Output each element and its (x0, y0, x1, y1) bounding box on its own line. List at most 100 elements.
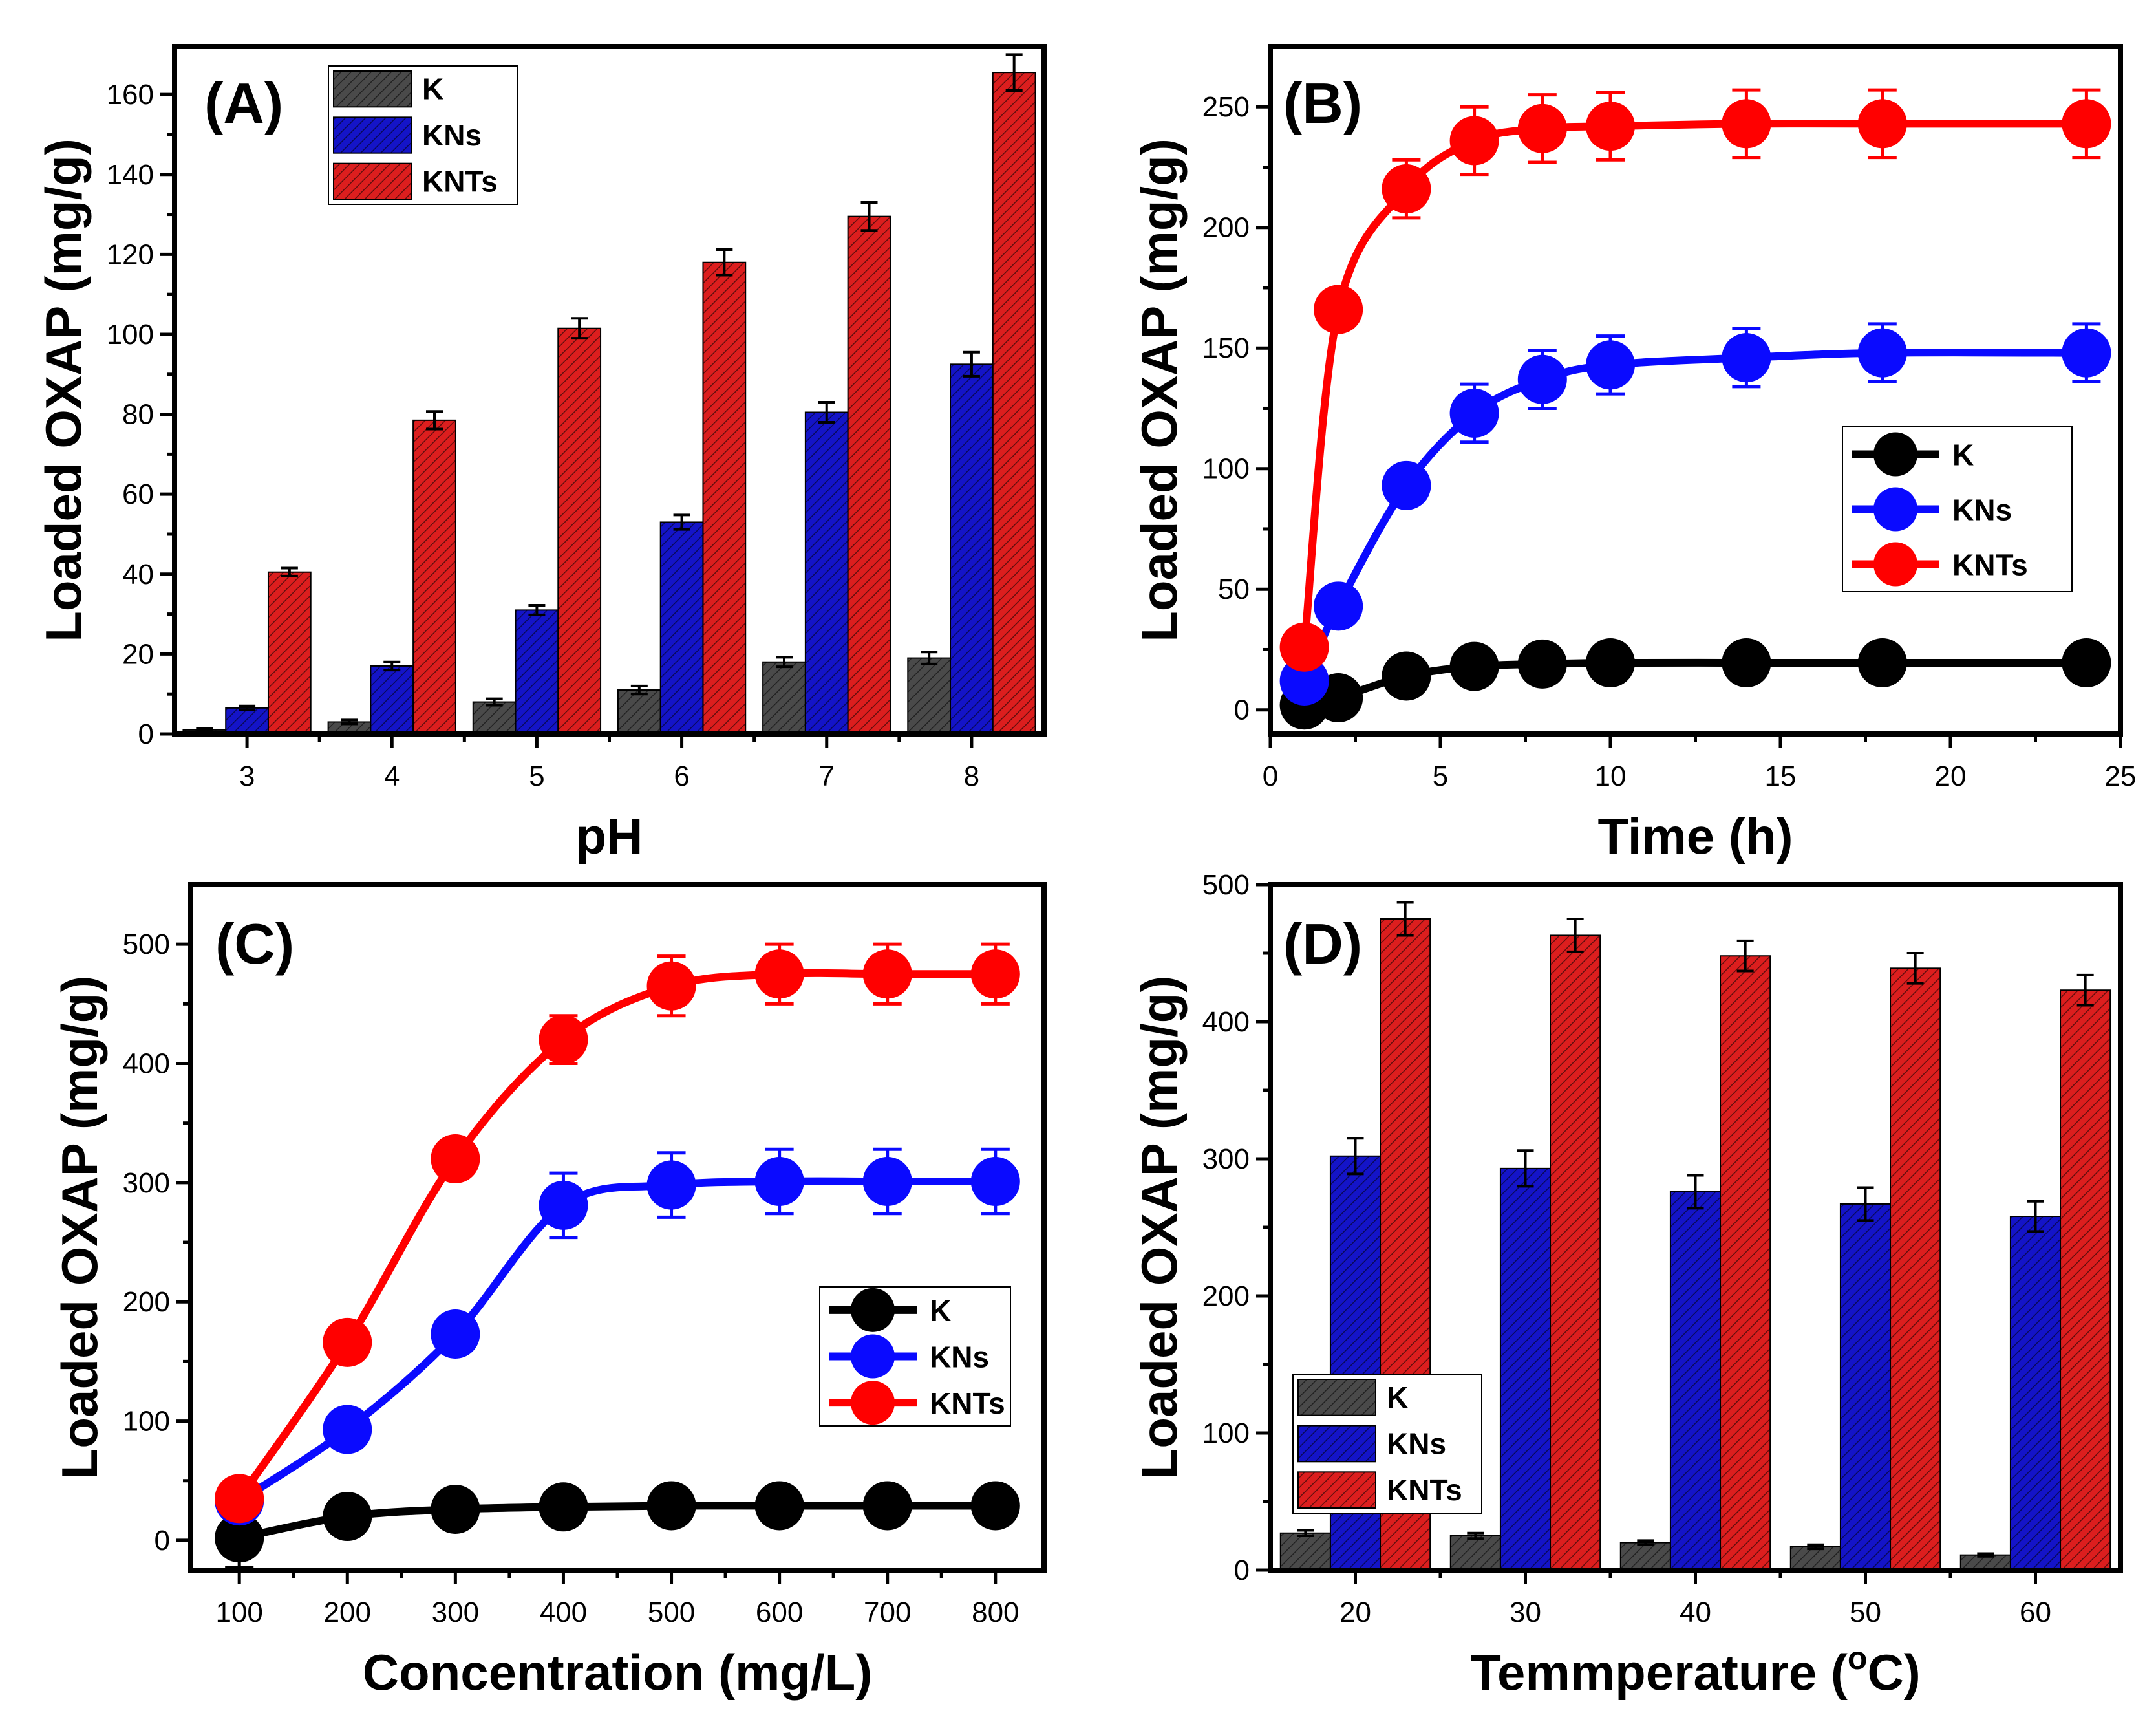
bar-hatch (950, 364, 993, 734)
legend-label-kns: KNs (1387, 1427, 1446, 1461)
error-bar (921, 651, 938, 665)
error-bar (716, 248, 733, 277)
error-bar (860, 201, 878, 232)
bar-hatch (1670, 1191, 1721, 1570)
data-point-kns (862, 1157, 912, 1207)
error-bar (1736, 939, 1754, 973)
error-bar (1687, 1174, 1704, 1210)
legend-swatch-hatch (1298, 1472, 1376, 1508)
x-tick-label: 20 (1935, 760, 1967, 792)
x-tick-label: 400 (540, 1597, 587, 1628)
data-point-k (323, 1492, 372, 1542)
y-tick-label: 140 (107, 159, 154, 191)
legend-marker-k (851, 1288, 895, 1332)
x-tick-label: 4 (384, 760, 400, 792)
legend-label-k: K (422, 72, 443, 106)
legend-swatch-hatch (1298, 1379, 1376, 1416)
data-point-knts (431, 1134, 480, 1183)
x-tick-label: 15 (1765, 760, 1797, 792)
bar-hatch (515, 610, 559, 734)
panel-d: 0 100 200 300 400 500 20 30 40 50 60 (D) Loaded OXAP… (1131, 869, 2123, 1701)
error-bar (1005, 53, 1023, 92)
data-point-kns (1722, 333, 1771, 383)
x-tick-label: 200 (324, 1597, 371, 1628)
legend: K KNs KNTs (328, 65, 518, 205)
x-tick-label: 300 (432, 1597, 479, 1628)
bar-hatch (1790, 1546, 1841, 1570)
data-point-kns (1586, 340, 1635, 390)
bar-hatch (370, 665, 414, 734)
y-tick-label: 100 (107, 319, 154, 350)
y-tick-label: 200 (123, 1286, 170, 1318)
y-tick-label: 40 (122, 559, 154, 590)
data-point-k (862, 1481, 912, 1531)
bar-hatch (1840, 1203, 1891, 1570)
legend-label-knts: KNTs (1952, 548, 2028, 582)
bar-hatch (558, 328, 601, 734)
error-bar (341, 718, 358, 726)
panel-label: (C) (215, 912, 294, 976)
data-point-knts (1382, 164, 1431, 214)
data-point-knts (2062, 99, 2111, 149)
legend-label-kns: KNs (1952, 493, 2012, 527)
error-bar (673, 513, 690, 531)
error-bar (1347, 1137, 1364, 1176)
bar-hatch (413, 420, 456, 734)
data-point-knts (862, 949, 912, 999)
x-axis-title: pH (576, 808, 643, 865)
y-tick-label: 500 (123, 929, 170, 960)
data-point-kns (2062, 328, 2111, 378)
data-point-k (215, 1513, 264, 1563)
error-bar (2027, 1200, 2044, 1233)
data-point-knts (646, 961, 696, 1011)
y-tick-label: 100 (1202, 453, 1250, 485)
data-point-k (1517, 639, 1567, 689)
x-axis-title-sup: o (1848, 1640, 1868, 1676)
data-point-kns (539, 1180, 588, 1230)
bar-hatch (805, 412, 848, 734)
bar-hatch (992, 72, 1036, 734)
data-point-kns (1857, 328, 1907, 378)
data-point-kns (646, 1160, 696, 1210)
x-tick-label: 30 (1510, 1597, 1541, 1628)
data-point-kns (970, 1157, 1020, 1207)
x-tick-label: 10 (1595, 760, 1627, 792)
data-point-k (2062, 638, 2111, 687)
data-point-knts (539, 1015, 588, 1064)
legend: K KNs KNTs (1292, 1374, 1482, 1514)
y-tick-label: 100 (1202, 1417, 1250, 1449)
legend-swatch-hatch (334, 163, 411, 199)
bar-hatch (1960, 1555, 2011, 1570)
y-tick-label: 500 (1202, 869, 1250, 901)
panel-b: 0 50 100 150 200 250 0 5 10 15 20 25 (B) Loaded OXAP … (1131, 44, 2136, 865)
data-point-knts (970, 949, 1020, 999)
error-bar (1566, 918, 1584, 953)
data-point-kns (1314, 581, 1363, 631)
bar-hatch (617, 690, 661, 734)
y-tick-label: 400 (123, 1048, 170, 1080)
y-tick-label: 50 (1218, 574, 1250, 605)
bar-hatch (1550, 935, 1601, 1570)
bar-hatch (328, 722, 371, 734)
data-point-kns (431, 1309, 480, 1359)
bar-hatch (1500, 1168, 1551, 1570)
x-tick-label: 100 (215, 1597, 262, 1628)
data-point-knts (1314, 285, 1363, 334)
data-point-kns (323, 1405, 372, 1454)
error-bar (1467, 1531, 1484, 1540)
y-tick-label: 300 (1202, 1143, 1250, 1175)
legend: K KNs KNTs (819, 1286, 1011, 1427)
error-bar (239, 704, 256, 711)
x-axis-title: Concentration (mg/L) (363, 1644, 873, 1701)
panel-a: 0 20 40 60 80 100 120 140 160 3 4 5 6 7 8 (A) Loaded OXA… (35, 44, 1047, 865)
error-bar (528, 603, 546, 616)
error-bar (630, 684, 648, 696)
x-tick-label: 40 (1680, 1597, 1711, 1628)
bar-hatch (473, 702, 516, 734)
panel-c: 0 100 200 300 400 500 100 200 300 400 500 600 700 800… (51, 882, 1047, 1701)
bar-hatch (763, 662, 806, 734)
error-bar (2076, 973, 2094, 1007)
bar-hatch (703, 262, 746, 734)
x-tick-label: 8 (964, 760, 979, 792)
data-point-k (539, 1482, 588, 1532)
